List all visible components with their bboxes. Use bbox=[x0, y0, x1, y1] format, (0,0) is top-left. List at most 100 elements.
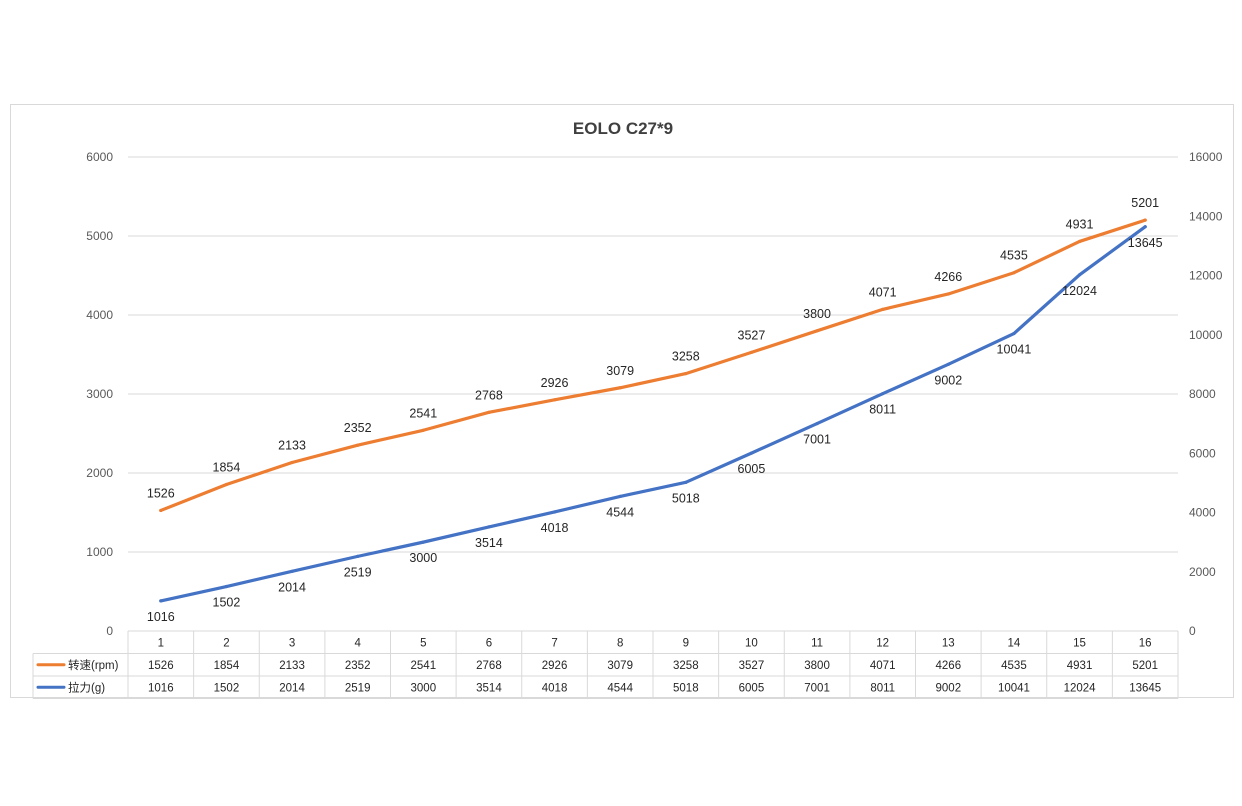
data-label: 2926 bbox=[541, 376, 569, 390]
data-point bbox=[487, 525, 491, 529]
data-label: 2541 bbox=[409, 406, 437, 420]
data-label: 7001 bbox=[803, 433, 831, 447]
table-cell: 4266 bbox=[936, 660, 962, 672]
left-tick-label: 6000 bbox=[86, 150, 113, 164]
right-tick-label: 4000 bbox=[1189, 506, 1216, 520]
table-header-cell: 15 bbox=[1073, 638, 1086, 650]
data-label: 4535 bbox=[1000, 249, 1028, 263]
table-cell: 4071 bbox=[870, 660, 896, 672]
data-label: 3000 bbox=[409, 551, 437, 565]
table-cell: 10041 bbox=[998, 683, 1030, 695]
left-tick-label: 2000 bbox=[86, 466, 113, 480]
right-tick-label: 10000 bbox=[1189, 328, 1223, 342]
left-tick-label: 0 bbox=[106, 624, 113, 638]
table-header-cell: 6 bbox=[486, 638, 492, 650]
data-label: 6005 bbox=[738, 462, 766, 476]
data-label: 12024 bbox=[1062, 284, 1097, 298]
table-header-cell: 12 bbox=[876, 638, 889, 650]
table-cell: 1854 bbox=[214, 660, 240, 672]
data-label: 3079 bbox=[606, 364, 634, 378]
data-point bbox=[552, 398, 557, 402]
data-point bbox=[1077, 239, 1082, 244]
data-point bbox=[290, 460, 294, 465]
data-point bbox=[487, 410, 491, 414]
table-cell: 2352 bbox=[345, 660, 371, 672]
table-cell: 4544 bbox=[607, 683, 633, 695]
table-header-cell: 1 bbox=[158, 638, 164, 650]
data-point bbox=[290, 569, 294, 573]
data-label: 13645 bbox=[1128, 236, 1163, 250]
data-label: 1502 bbox=[213, 596, 241, 610]
series-lines bbox=[159, 218, 1147, 603]
table-cell: 13645 bbox=[1129, 683, 1161, 695]
left-tick-label: 3000 bbox=[86, 387, 113, 401]
table-header-cell: 2 bbox=[223, 638, 229, 650]
data-label: 2352 bbox=[344, 421, 372, 435]
data-point bbox=[815, 329, 819, 333]
data-label: 5018 bbox=[672, 491, 700, 505]
data-label: 4071 bbox=[869, 285, 897, 299]
legend-label: 拉力(g) bbox=[68, 681, 105, 695]
table-header-cell: 10 bbox=[745, 638, 758, 650]
data-point bbox=[749, 451, 754, 455]
data-point bbox=[749, 350, 754, 354]
data-label: 2133 bbox=[278, 438, 306, 452]
table-header-cell: 4 bbox=[354, 638, 361, 650]
table-header-cell: 9 bbox=[683, 638, 689, 650]
data-label: 10041 bbox=[997, 343, 1032, 357]
table-cell: 6005 bbox=[739, 683, 765, 695]
table-header-cell: 3 bbox=[289, 638, 295, 650]
right-tick-label: 8000 bbox=[1189, 387, 1216, 401]
data-point bbox=[881, 392, 885, 396]
data-point bbox=[684, 372, 688, 376]
data-point bbox=[224, 584, 229, 589]
data-label: 3258 bbox=[672, 350, 700, 364]
table-cell: 7001 bbox=[804, 683, 830, 695]
data-label: 4018 bbox=[541, 521, 569, 535]
data-label: 2768 bbox=[475, 388, 503, 402]
right-tick-label: 12000 bbox=[1189, 269, 1223, 283]
table-cell: 4931 bbox=[1067, 660, 1093, 672]
right-axis: 0 2000 4000 6000 8000 10000 12000 14000 16000 bbox=[1189, 150, 1223, 638]
table-header-cell: 14 bbox=[1008, 638, 1021, 650]
data-label: 9002 bbox=[934, 373, 962, 387]
data-point bbox=[946, 362, 950, 366]
data-point bbox=[421, 540, 425, 544]
data-point bbox=[881, 307, 885, 311]
table-header-cell: 16 bbox=[1139, 638, 1152, 650]
chart-frame: EOLO C27*9 0 1000 2000 3000 4000 5000 6000 0 20… bbox=[10, 104, 1234, 699]
data-point bbox=[815, 421, 819, 426]
table-header-cell: 11 bbox=[811, 638, 823, 650]
table-cell: 2133 bbox=[279, 660, 305, 672]
legend-label: 转速(rpm) bbox=[68, 658, 119, 672]
right-tick-label: 16000 bbox=[1189, 150, 1223, 164]
data-point bbox=[421, 428, 425, 432]
chart-title: EOLO C27*9 bbox=[573, 119, 673, 138]
table-cell: 3527 bbox=[739, 660, 765, 672]
gridlines bbox=[128, 156, 1178, 632]
data-point bbox=[224, 482, 229, 487]
table-header-cell: 13 bbox=[942, 638, 955, 650]
data-point bbox=[946, 292, 950, 296]
table-cell: 1526 bbox=[148, 660, 174, 672]
table-cell: 3258 bbox=[673, 660, 699, 672]
left-tick-label: 1000 bbox=[86, 545, 113, 559]
table-cell: 3514 bbox=[476, 683, 502, 695]
table-cell: 8011 bbox=[870, 683, 895, 695]
data-point bbox=[684, 480, 688, 484]
data-label: 3514 bbox=[475, 536, 503, 550]
data-label: 4544 bbox=[606, 505, 634, 519]
left-tick-label: 4000 bbox=[86, 308, 113, 322]
data-point bbox=[1077, 273, 1082, 277]
table-cell: 4535 bbox=[1001, 660, 1027, 672]
data-point bbox=[552, 510, 557, 514]
left-axis: 0 1000 2000 3000 4000 5000 6000 bbox=[86, 150, 113, 638]
data-labels: 1526 1854 2133 2352 2541 2768 2926 3079 3258 3527… bbox=[147, 196, 1163, 624]
table-cell: 3079 bbox=[607, 660, 633, 672]
data-point bbox=[356, 443, 360, 447]
table-cell: 4018 bbox=[542, 683, 568, 695]
table-cell: 2541 bbox=[411, 660, 437, 672]
data-label: 4931 bbox=[1066, 217, 1094, 231]
